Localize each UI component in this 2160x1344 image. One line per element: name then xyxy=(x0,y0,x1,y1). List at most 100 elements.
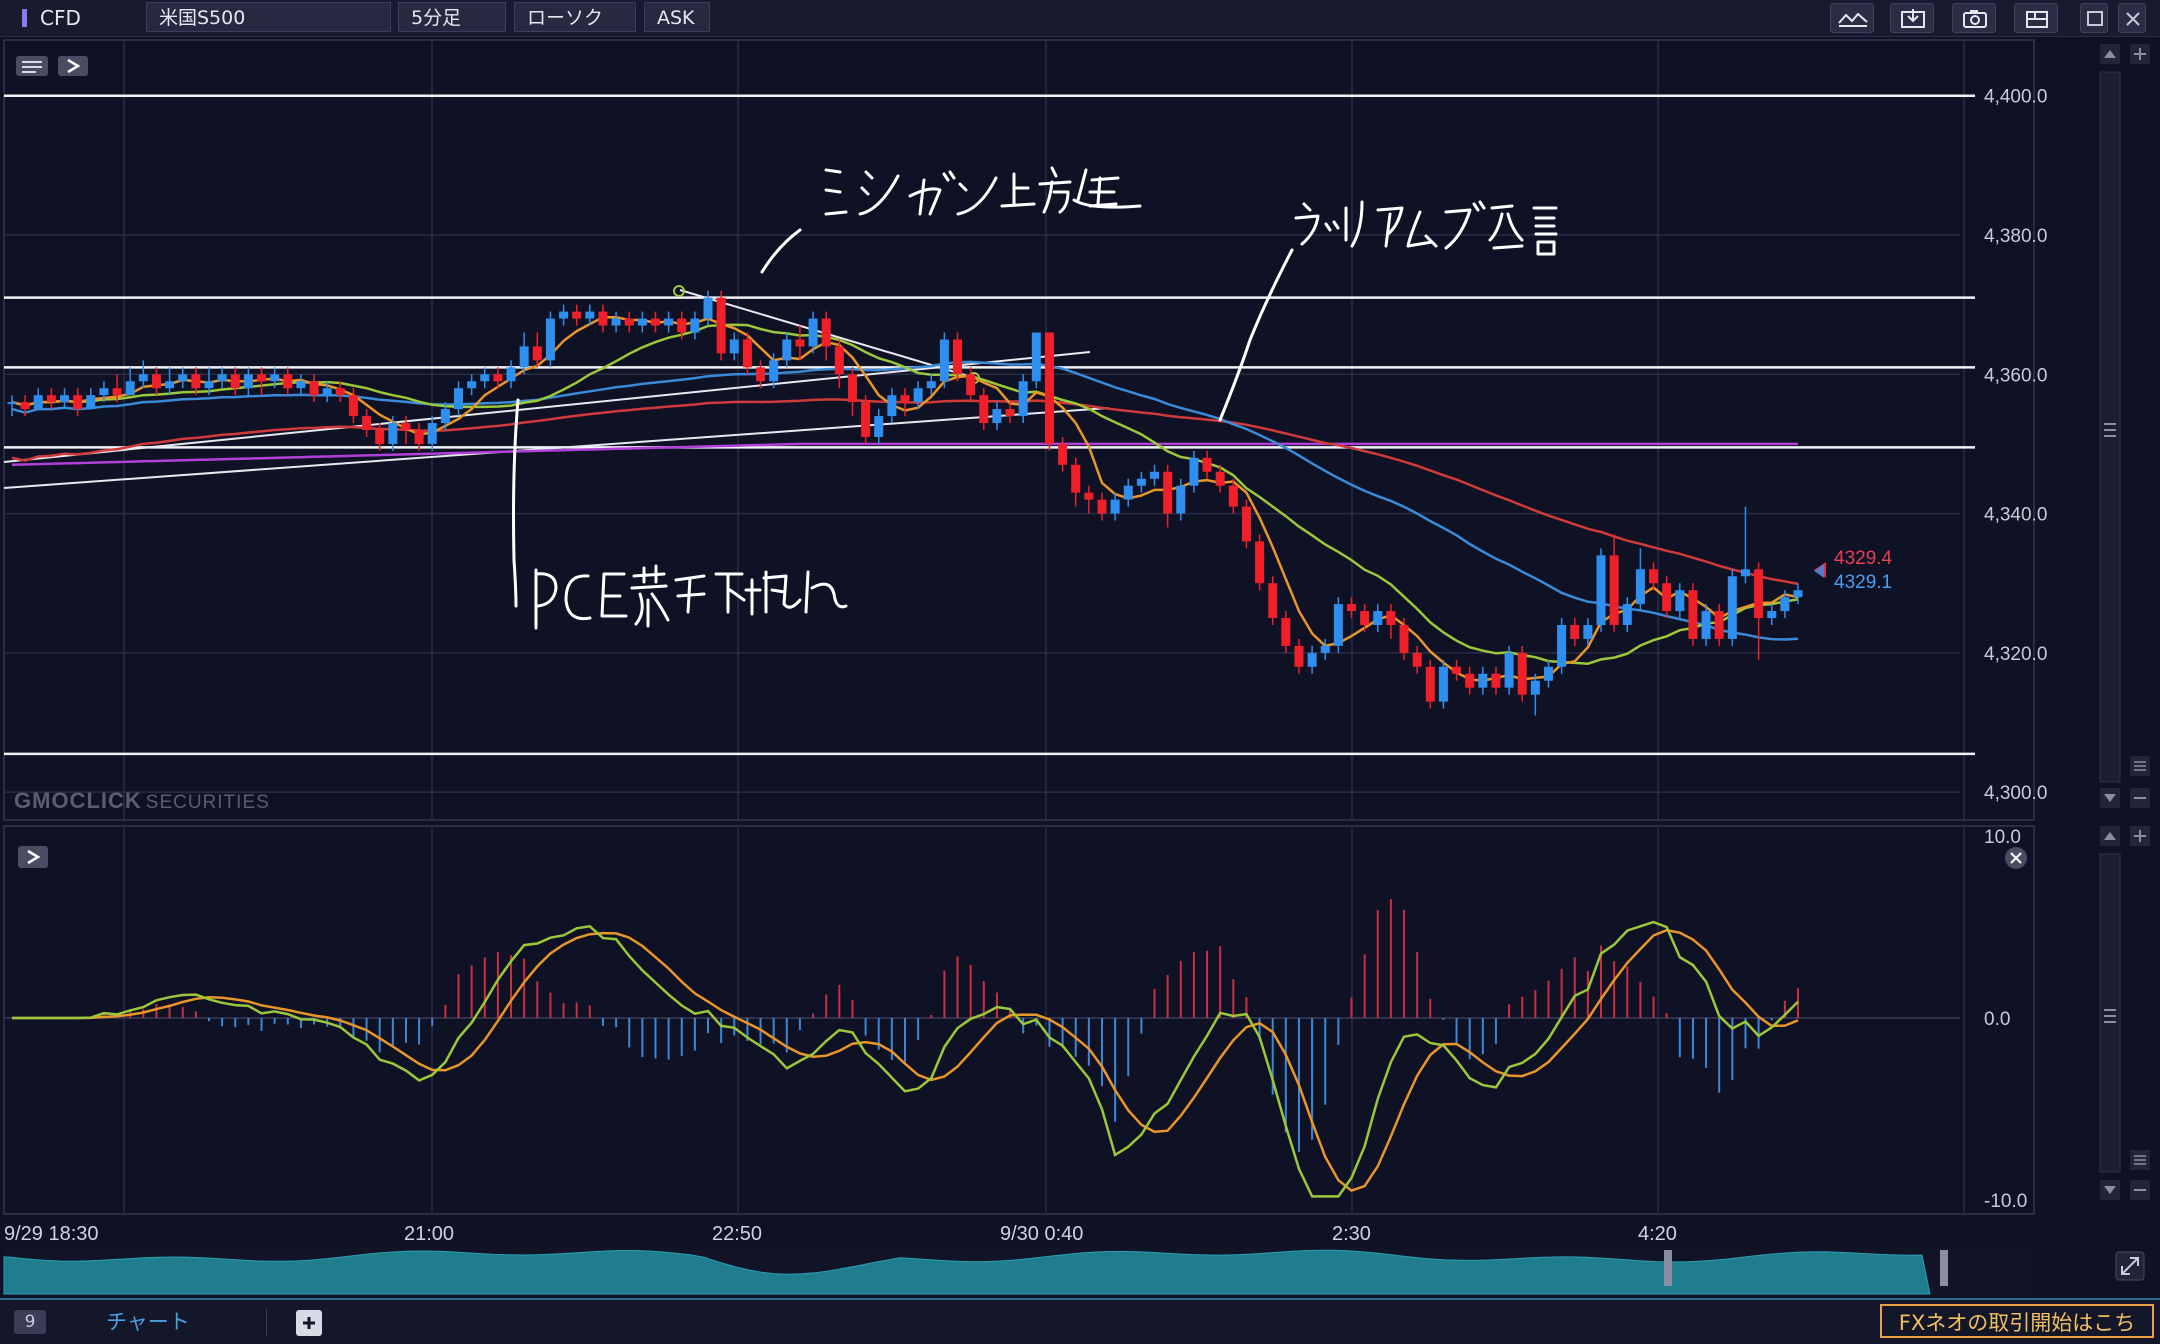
candle xyxy=(1662,576,1672,619)
close-button[interactable] xyxy=(2118,3,2146,33)
candle xyxy=(46,388,56,410)
navigator-handle-right xyxy=(1940,1250,1948,1286)
price-axis[interactable]: 4,400.0 4,380.0 4,360.0 4,340.0 4,320.0 4,300… xyxy=(1984,87,2047,804)
candle xyxy=(756,360,766,389)
candle xyxy=(257,367,267,396)
candle xyxy=(1347,597,1356,619)
candle xyxy=(1386,604,1396,639)
osc-scrollbar[interactable] xyxy=(2099,826,2150,1200)
chart-canvas[interactable]: 4,400.0 4,380.0 4,360.0 4,340.0 4,320.0 4,300… xyxy=(0,0,2160,1298)
candle xyxy=(769,353,779,389)
list-icon xyxy=(22,61,42,73)
candle xyxy=(86,388,96,410)
candle xyxy=(1688,583,1698,646)
ma-purple xyxy=(11,442,1798,467)
candle xyxy=(20,395,30,417)
candle xyxy=(138,360,148,389)
candle xyxy=(1163,464,1173,528)
candle xyxy=(1373,604,1383,632)
legend-toggle-button[interactable] xyxy=(16,56,48,76)
candle xyxy=(493,367,503,389)
osc-close-button[interactable] xyxy=(2005,847,2027,869)
candle xyxy=(1176,478,1186,521)
candle xyxy=(335,381,345,403)
candle xyxy=(165,367,175,396)
candle xyxy=(375,423,385,451)
candlesticks xyxy=(7,290,1803,716)
chart-type-selector[interactable]: ローソク xyxy=(514,2,636,32)
candle xyxy=(1084,485,1094,514)
close-icon xyxy=(2010,852,2022,864)
maximize-button[interactable] xyxy=(2080,3,2108,33)
candle xyxy=(1031,332,1041,389)
candle xyxy=(1150,464,1160,486)
price-tick-label: 4,320.0 xyxy=(1984,644,2047,665)
candle xyxy=(1136,471,1146,493)
candle xyxy=(559,304,569,326)
plus-icon xyxy=(2134,830,2146,842)
candle xyxy=(388,416,398,451)
candle xyxy=(467,374,477,396)
indicator-button[interactable] xyxy=(1830,3,1874,33)
osc-axis[interactable]: 10.0 0.0 -10.0 xyxy=(1984,827,2027,1212)
navigator-handle-left xyxy=(1664,1250,1672,1286)
candle xyxy=(480,367,490,389)
candle xyxy=(1438,659,1448,709)
tab-separator xyxy=(266,1308,267,1336)
time-tick-label: 21:00 xyxy=(404,1223,454,1245)
candle xyxy=(1215,464,1225,493)
candle xyxy=(230,367,240,396)
candle xyxy=(309,374,319,403)
candle xyxy=(1675,583,1685,619)
plus-icon xyxy=(2134,48,2146,60)
candle xyxy=(1754,562,1764,660)
candle xyxy=(887,388,897,424)
candle xyxy=(401,416,411,444)
osc-signal-line xyxy=(12,928,1799,1193)
osc-expand-button[interactable] xyxy=(18,846,48,868)
grid-lines xyxy=(4,40,1965,1214)
navigator[interactable] xyxy=(3,1246,2145,1295)
candle xyxy=(703,290,713,326)
candle xyxy=(1268,576,1278,625)
bid-price-label: 4329.1 xyxy=(1834,572,1893,593)
osc-tick-label: 10.0 xyxy=(1984,827,2021,848)
market-label[interactable]: CFD xyxy=(40,6,81,30)
candle xyxy=(99,381,109,403)
candle xyxy=(73,388,83,417)
cta-button[interactable]: FXネオの取引開始はこち xyxy=(1880,1304,2154,1338)
timeframe-selector[interactable]: 5分足 xyxy=(398,2,506,32)
price-scrollbar[interactable] xyxy=(2099,44,2150,808)
candle xyxy=(611,311,621,333)
candle xyxy=(900,388,910,417)
candle xyxy=(1123,478,1133,507)
candle xyxy=(1018,374,1028,424)
candle xyxy=(650,311,660,333)
candle xyxy=(782,332,792,368)
candle xyxy=(572,304,582,326)
price-side-selector[interactable]: ASK xyxy=(644,2,710,32)
candle xyxy=(362,409,372,437)
layout-button[interactable] xyxy=(2014,3,2058,33)
screenshot-button[interactable] xyxy=(1952,3,1996,33)
annotation-michigan xyxy=(760,166,1142,274)
candle xyxy=(243,367,253,396)
save-button[interactable] xyxy=(1890,3,1934,33)
tab-chart[interactable]: チャート xyxy=(106,1310,190,1334)
candle xyxy=(532,332,542,368)
candle xyxy=(178,367,188,389)
candle xyxy=(1360,604,1370,632)
candle xyxy=(834,339,844,389)
time-axis[interactable]: 9/29 18:30 21:00 22:50 9/30 0:40 2:30 4:20 xyxy=(4,1223,1677,1245)
candle xyxy=(1583,618,1593,646)
osc-tick-label: 0.0 xyxy=(1984,1009,2010,1030)
add-tab-button[interactable] xyxy=(296,1310,322,1336)
fit-icon xyxy=(2121,1257,2139,1275)
symbol-selector[interactable]: 米国S500 xyxy=(146,2,391,32)
horizontal-lines[interactable] xyxy=(4,94,1975,756)
expand-button[interactable] xyxy=(58,56,88,76)
top-toolbar: CFD 米国S500 5分足 ローソク ASK xyxy=(0,0,2160,37)
candle xyxy=(992,402,1002,430)
bid-marker xyxy=(1814,564,1824,578)
candle xyxy=(598,304,608,333)
